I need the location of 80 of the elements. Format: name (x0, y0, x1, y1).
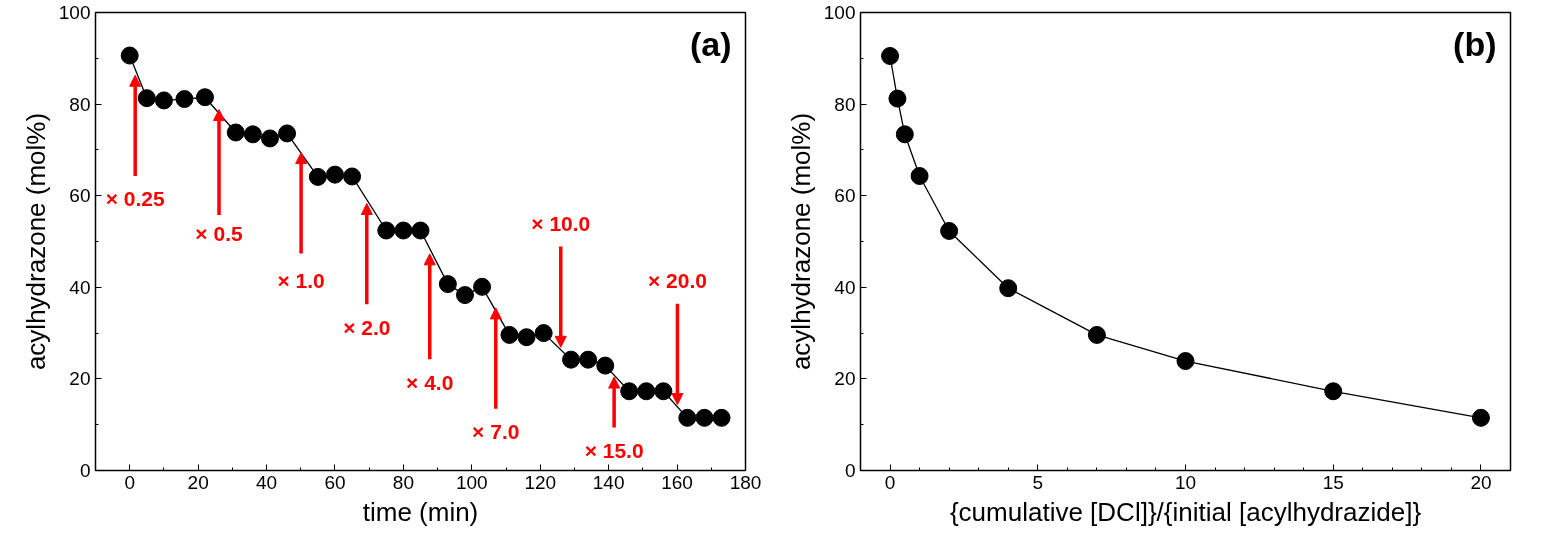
x-tick-label: 10 (1174, 471, 1197, 493)
annotation: × 1.0 (277, 269, 325, 293)
point (579, 350, 598, 369)
point (473, 277, 492, 296)
annotation: × 7.0 (472, 420, 520, 444)
point (308, 167, 327, 186)
x-tick-label: 60 (324, 471, 346, 493)
x-tick-label: 0 (884, 471, 896, 493)
y-tick-label: 100 (58, 2, 91, 23)
y-tick-label: 80 (69, 93, 91, 115)
point (620, 382, 639, 401)
point (154, 91, 173, 110)
point (195, 88, 214, 107)
x-tick-label: 40 (255, 471, 278, 493)
annotation: (a) (689, 24, 732, 63)
point (260, 129, 279, 148)
point (534, 324, 553, 343)
x-tick-label: 100 (455, 471, 488, 493)
point (325, 165, 344, 184)
point (910, 167, 929, 185)
y-tick-label: 20 (69, 368, 91, 390)
point (175, 90, 194, 109)
annotation: × 15.0 (584, 438, 644, 462)
point (278, 124, 297, 143)
annotation: × 20.0 (647, 269, 707, 293)
point (343, 167, 362, 186)
point (596, 356, 615, 375)
x-tick-label: 80 (392, 471, 414, 493)
point (562, 350, 581, 369)
annotation: × 4.0 (406, 370, 454, 394)
y-tick-label: 40 (69, 276, 91, 298)
y-tick-label: 80 (834, 93, 856, 115)
point (438, 275, 457, 294)
y-tick-label: 60 (69, 185, 91, 207)
point (500, 325, 519, 344)
point (455, 286, 474, 305)
y-axis-title: acylhydrazone (mol%) (20, 112, 51, 371)
x-tick-label: 20 (187, 471, 209, 493)
point (712, 408, 731, 427)
point (888, 89, 907, 108)
y-tick-label: 60 (834, 185, 856, 207)
point (137, 89, 156, 108)
x-tick-label: 180 (729, 471, 762, 493)
x-tick-label: 120 (524, 471, 557, 493)
point (243, 125, 262, 144)
x-tick-label: 20 (1470, 471, 1492, 493)
x-tick-label: 5 (1032, 471, 1044, 493)
point (881, 47, 900, 65)
y-tick-label: 40 (834, 276, 856, 298)
point (999, 279, 1018, 298)
point (517, 328, 536, 347)
point (1471, 408, 1490, 427)
x-tick-label: 140 (592, 471, 625, 493)
point (377, 221, 396, 240)
point (637, 382, 656, 401)
point (1176, 352, 1195, 371)
annotation: × 0.5 (195, 221, 243, 245)
point (1087, 325, 1106, 344)
y-tick-label: 100 (823, 2, 856, 23)
annotation: × 10.0 (531, 212, 591, 236)
y-tick-label: 20 (834, 368, 856, 390)
annotation: × 2.0 (343, 315, 391, 339)
point (695, 408, 714, 427)
x-axis-title: time (min) (362, 496, 479, 527)
annotation: × 0.25 (105, 187, 165, 211)
point (411, 221, 430, 240)
annotation: (b) (1453, 24, 1497, 63)
point (654, 382, 673, 401)
point (940, 221, 959, 240)
point (678, 408, 697, 427)
point (226, 123, 245, 142)
point (394, 221, 413, 240)
y-axis-title: acylhydrazone (mol%) (785, 112, 816, 371)
x-tick-label: 0 (124, 471, 136, 493)
point (895, 125, 914, 144)
point (120, 46, 139, 65)
x-tick-label: 15 (1322, 471, 1344, 493)
point (1324, 382, 1343, 401)
x-tick-label: 160 (661, 471, 693, 493)
x-axis-title: {cumulative [DCl]}/{initial [acylhydrazide]} (949, 496, 1422, 527)
